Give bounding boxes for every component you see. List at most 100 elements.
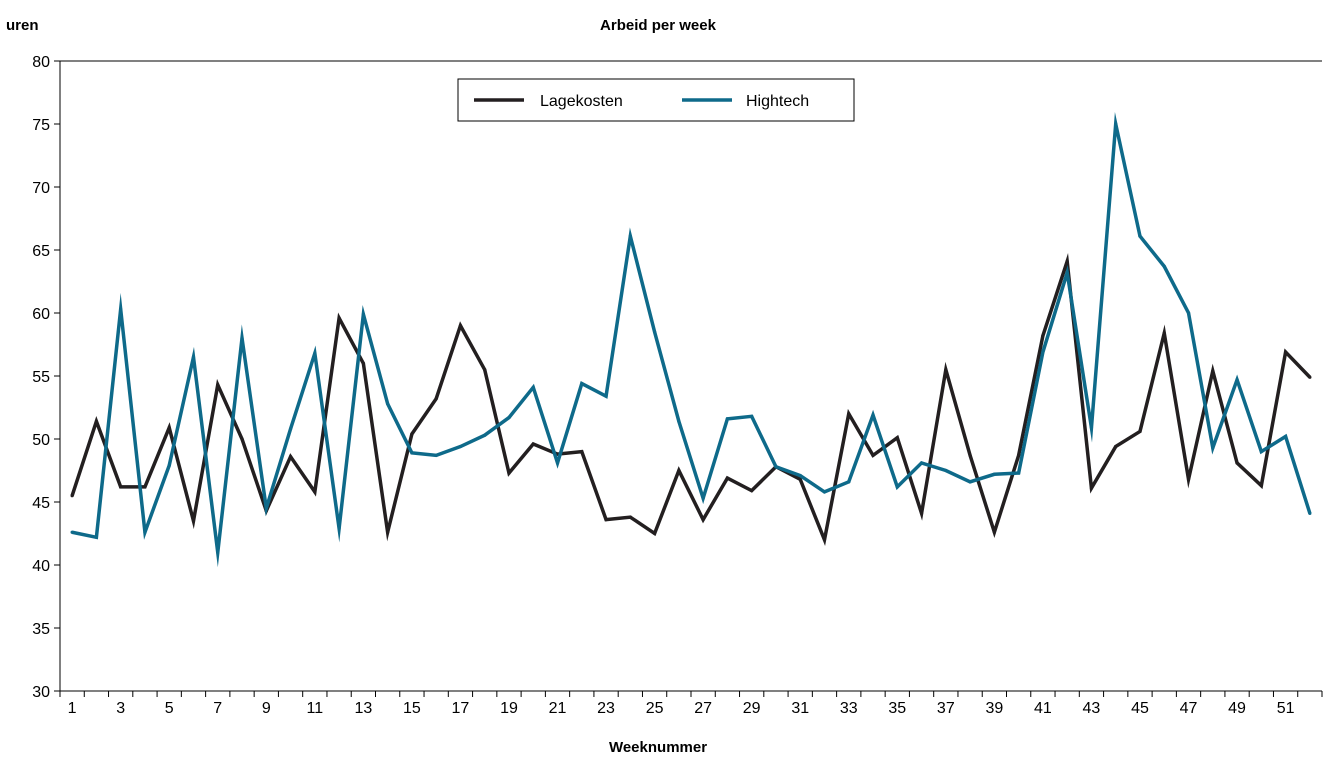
data-point-hightech [507,415,511,420]
data-point-lagekosten [1186,477,1191,481]
data-point-lagekosten [167,426,171,430]
x-tick-label: 25 [646,700,664,717]
data-point-lagekosten [1017,453,1021,457]
y-tick-label: 30 [32,684,50,701]
y-tick-label: 80 [32,54,50,71]
data-point-hightech [483,433,487,437]
data-point-hightech [1041,350,1045,354]
data-point-lagekosten [1259,484,1263,488]
x-tick-label: 45 [1131,700,1149,717]
x-tick-label: 17 [452,700,470,717]
legend: Lagekosten Hightech [457,78,855,122]
data-point-hightech [847,480,851,484]
legend-label-lagekosten: Lagekosten [540,93,623,110]
data-point-lagekosten [191,519,196,523]
data-point-hightech [968,480,972,484]
y-tick-label: 50 [32,432,50,449]
data-point-hightech [1186,311,1191,315]
x-tick-label: 15 [403,700,421,717]
data-point-lagekosten [604,518,608,522]
data-point-lagekosten [1114,444,1118,449]
data-point-lagekosten [822,538,827,542]
data-point-hightech [1284,434,1288,439]
data-point-hightech [822,490,827,494]
data-point-lagekosten [944,368,948,372]
series-line-hightech [71,112,1312,568]
data-point-lagekosten [1089,486,1094,490]
data-point-lagekosten [871,453,875,457]
data-point-lagekosten [1138,429,1142,434]
data-point-lagekosten [434,397,438,401]
data-point-hightech [871,413,875,417]
data-point-lagekosten [288,455,293,459]
data-point-lagekosten [725,476,730,480]
data-point-hightech [94,535,98,539]
data-point-hightech [774,465,778,469]
x-tick-label: 11 [307,700,324,717]
x-tick-label: 21 [549,700,567,717]
data-point-hightech [653,330,657,334]
data-point-lagekosten [628,515,632,519]
data-point-hightech [1138,234,1142,238]
x-tick-label: 3 [116,700,125,717]
x-tick-label: 23 [597,700,615,717]
data-point-hightech [919,461,924,465]
data-point-lagekosten [798,477,802,481]
data-point-lagekosten [847,412,851,416]
x-tick-label: 41 [1034,700,1052,717]
data-point-hightech [119,307,123,311]
data-point-lagekosten [653,531,657,536]
data-point-hightech [361,312,365,316]
data-point-hightech [458,444,463,449]
data-point-lagekosten [1065,259,1069,263]
y-tick-label: 40 [32,558,50,575]
x-tick-label: 27 [694,700,712,717]
x-tick-label: 51 [1277,700,1295,717]
y-tick-label: 70 [32,180,50,197]
chart-title: Arbeid per week [600,17,717,34]
data-point-hightech [313,351,317,355]
data-point-hightech [895,485,899,489]
data-point-hightech [580,381,584,386]
data-point-lagekosten [1162,331,1166,335]
data-point-lagekosten [1235,461,1239,465]
data-point-lagekosten [507,471,511,475]
x-tick-label: 47 [1180,700,1198,717]
data-point-hightech [288,427,293,431]
data-point-hightech [1308,511,1312,515]
data-point-hightech [386,402,390,406]
data-point-hightech [143,530,147,534]
x-tick-label: 7 [213,700,222,717]
data-point-lagekosten [677,468,681,473]
x-tick-label: 1 [68,700,77,717]
data-point-hightech [1114,122,1118,126]
data-point-hightech [1235,378,1239,382]
data-point-hightech [70,530,74,534]
data-point-hightech [750,414,754,418]
data-point-lagekosten [386,530,390,534]
data-point-lagekosten [992,530,996,534]
data-point-lagekosten [216,383,220,387]
x-tick-label: 43 [1083,700,1101,717]
data-point-hightech [434,453,438,457]
data-point-lagekosten [701,518,705,522]
series-line-lagekosten [70,253,1312,546]
data-point-lagekosten [580,450,584,454]
data-point-lagekosten [750,489,754,493]
data-point-lagekosten [531,442,535,446]
x-tick-label: 31 [791,700,809,717]
data-point-hightech [604,394,608,398]
y-tick-label: 65 [32,243,50,260]
data-point-hightech [167,463,171,468]
data-point-lagekosten [313,490,317,494]
x-tick-label: 19 [500,700,518,717]
x-tick-label: 13 [354,700,372,717]
x-tick-label: 29 [743,700,761,717]
data-point-lagekosten [968,453,972,457]
data-point-hightech [701,496,705,500]
x-tick-label: 9 [262,700,271,717]
data-point-lagekosten [70,494,74,498]
x-tick-label: 49 [1228,700,1246,717]
